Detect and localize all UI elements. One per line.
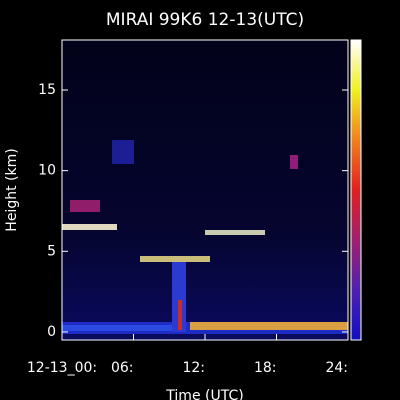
y-tick-label: 10 [38,163,56,179]
y-tick-label: 5 [47,243,56,259]
x-tick-label: 12: [182,360,205,376]
x-tick-label: 12-13_00: [27,360,97,376]
y-tick-label: 0 [47,324,56,340]
x-tick-label: 18: [254,360,277,376]
plot-area [62,40,348,340]
colorbar [350,39,362,341]
y-axis-label: Height (km) [4,148,20,231]
y-tick-label: 15 [38,82,56,98]
echo-features [62,140,348,334]
chart-title: MIRAI 99K6 12-13(UTC) [106,10,304,30]
x-tick-label: 24: [325,360,348,376]
x-tick-label: 06: [111,360,134,376]
x-axis-label: Time (UTC) [165,388,243,400]
